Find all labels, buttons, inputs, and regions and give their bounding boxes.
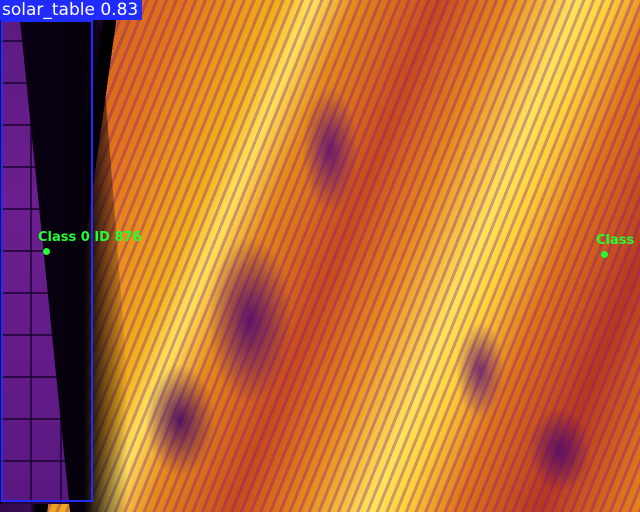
- track-label-2: Class: [596, 233, 635, 248]
- track-point-1: [43, 248, 50, 255]
- detection-bounding-box: [1, 20, 93, 502]
- detection-label: solar_table 0.83: [0, 0, 143, 20]
- track-point-2: [601, 251, 608, 258]
- track-label-1: Class 0 ID 876: [38, 230, 142, 245]
